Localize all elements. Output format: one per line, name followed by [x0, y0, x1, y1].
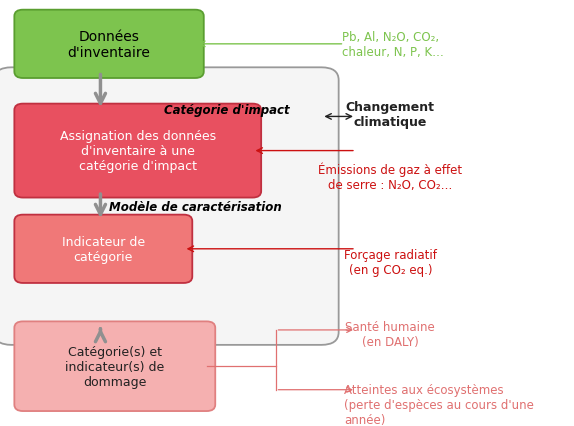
- FancyBboxPatch shape: [0, 68, 339, 345]
- FancyBboxPatch shape: [14, 322, 215, 411]
- FancyBboxPatch shape: [14, 215, 192, 283]
- Text: Catégorie(s) et
indicateur(s) de
dommage: Catégorie(s) et indicateur(s) de dommage: [65, 345, 164, 388]
- Text: Santé humaine
(en DALY): Santé humaine (en DALY): [346, 320, 435, 348]
- Text: Données
d'inventaire: Données d'inventaire: [68, 30, 150, 60]
- Text: Indicateur de
catégorie: Indicateur de catégorie: [62, 235, 145, 263]
- FancyBboxPatch shape: [14, 104, 261, 198]
- Text: Catégorie d'impact: Catégorie d'impact: [164, 104, 289, 117]
- Text: Modèle de caractérisation: Modèle de caractérisation: [109, 201, 282, 214]
- Text: Forçage radiatif
(en g CO₂ eq.): Forçage radiatif (en g CO₂ eq.): [344, 248, 437, 276]
- Text: Assignation des données
d'inventaire à une
catégorie d'impact: Assignation des données d'inventaire à u…: [60, 130, 216, 173]
- Text: Pb, Al, N₂O, CO₂,
chaleur, N, P, K…: Pb, Al, N₂O, CO₂, chaleur, N, P, K…: [342, 31, 443, 59]
- FancyBboxPatch shape: [14, 11, 204, 79]
- Text: Atteintes aux écosystèmes
(perte d'espèces au cours d'une
année): Atteintes aux écosystèmes (perte d'espèc…: [344, 383, 534, 426]
- Text: Émissions de gaz à effet
de serre : N₂O, CO₂…: Émissions de gaz à effet de serre : N₂O,…: [318, 162, 463, 192]
- Text: Changement
climatique: Changement climatique: [346, 101, 435, 129]
